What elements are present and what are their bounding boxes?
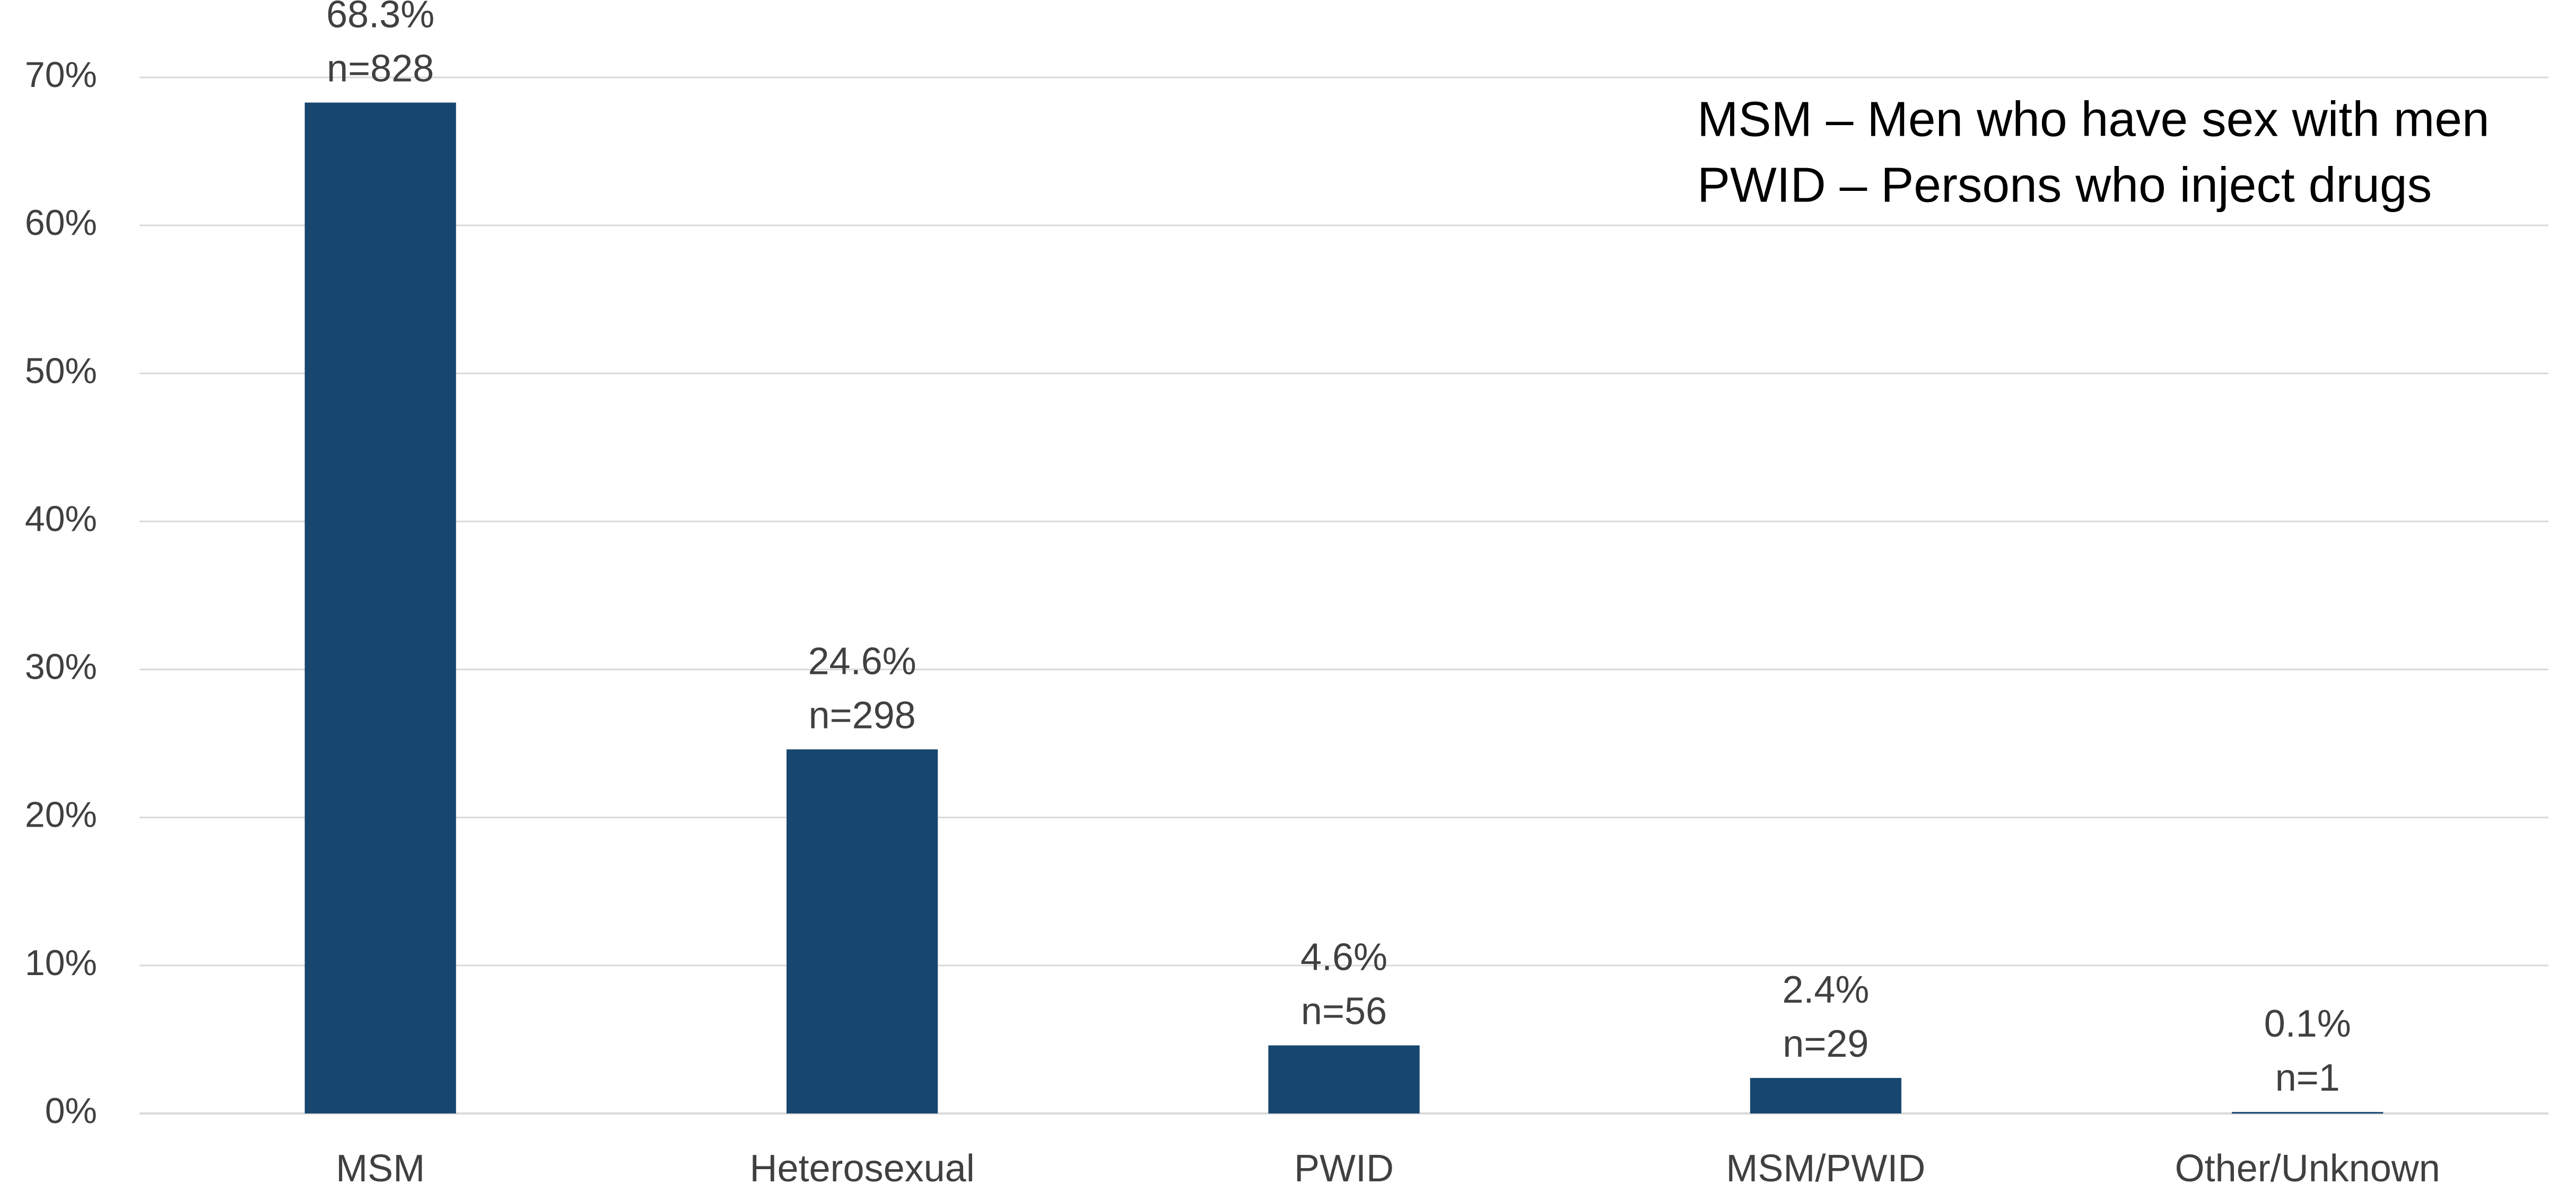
x-tick-label: Other/Unknown xyxy=(2175,1147,2440,1190)
count-label: n=828 xyxy=(327,47,434,90)
data-label: 4.6% xyxy=(1300,936,1387,979)
count-label: n=298 xyxy=(808,694,915,736)
y-tick-label: 10% xyxy=(25,943,97,983)
data-label: 68.3% xyxy=(326,0,434,36)
x-tick-label: PWID xyxy=(1294,1147,1394,1190)
data-label: 24.6% xyxy=(808,640,916,682)
data-label: 2.4% xyxy=(1782,969,1869,1011)
y-tick-label: 20% xyxy=(25,795,97,835)
count-label: n=29 xyxy=(1783,1023,1868,1065)
count-label: n=1 xyxy=(2275,1057,2340,1099)
annotation: PWID – Persons who inject drugs xyxy=(1697,157,2432,213)
x-tick-label: MSM xyxy=(336,1147,425,1190)
annotation: MSM – Men who have sex with men xyxy=(1697,92,2490,147)
bar xyxy=(304,102,456,1113)
y-tick-label: 70% xyxy=(25,55,97,95)
y-tick-label: 0% xyxy=(45,1091,97,1131)
count-label: n=56 xyxy=(1301,990,1387,1033)
y-tick-label: 50% xyxy=(25,350,97,391)
data-label: 0.1% xyxy=(2264,1003,2351,1045)
bar xyxy=(2232,1112,2383,1114)
x-tick-label: Heterosexual xyxy=(749,1147,974,1190)
bar xyxy=(1750,1078,1902,1113)
bar xyxy=(1268,1045,1420,1113)
y-tick-label: 30% xyxy=(25,647,97,687)
x-tick-label: MSM/PWID xyxy=(1726,1147,1925,1190)
bar xyxy=(786,749,938,1113)
y-tick-label: 40% xyxy=(25,498,97,539)
y-tick-label: 60% xyxy=(25,203,97,243)
